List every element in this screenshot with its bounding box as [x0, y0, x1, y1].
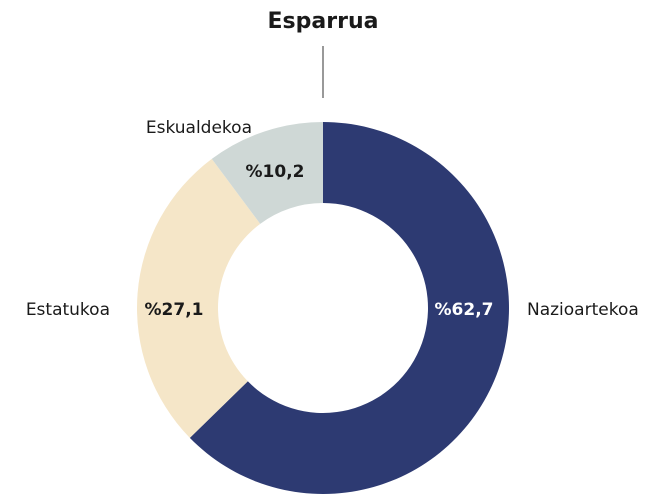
- value-label: %27,1: [145, 300, 204, 320]
- chart-title: Esparrua: [268, 9, 379, 34]
- category-label: Estatukoa: [26, 300, 110, 320]
- donut-slice: [211, 122, 323, 224]
- value-label: %10,2: [246, 162, 305, 182]
- category-label: Nazioartekoa: [527, 300, 639, 320]
- donut-slice: [189, 122, 509, 494]
- value-label: %62,7: [435, 300, 494, 320]
- category-label: Eskualdekoa: [146, 118, 252, 138]
- donut-slice: [136, 158, 261, 438]
